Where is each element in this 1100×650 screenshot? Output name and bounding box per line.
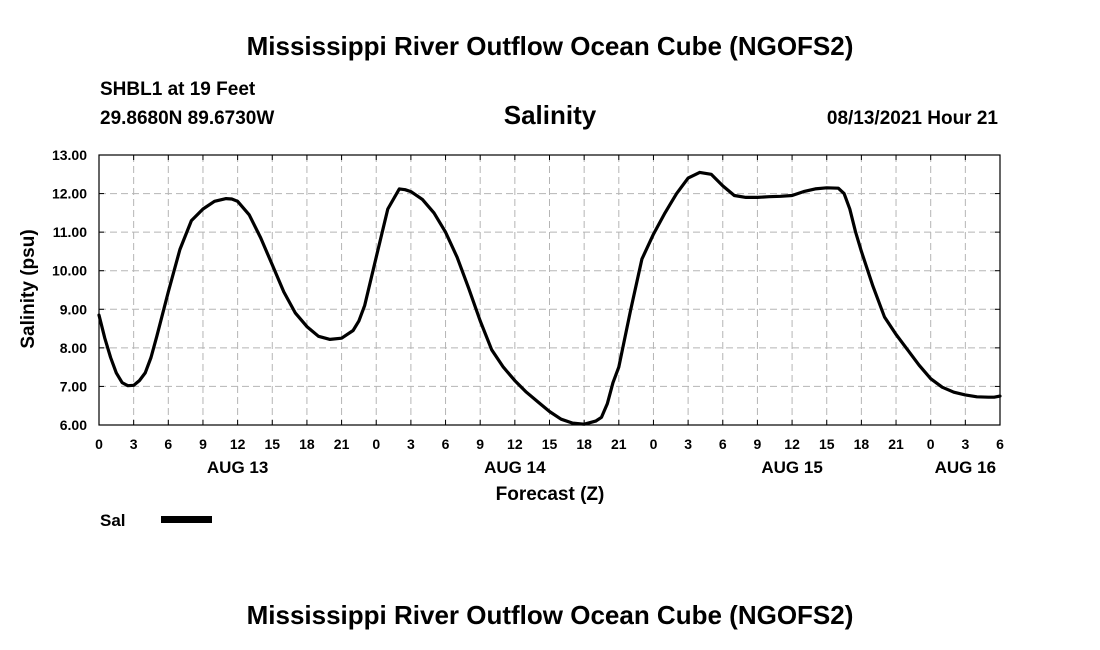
x-tick-label: 0: [927, 436, 935, 452]
x-tick-label: 6: [996, 436, 1004, 452]
x-tick-label: 9: [476, 436, 484, 452]
y-tick-label: 11.00: [53, 224, 87, 240]
x-tick-label: 9: [754, 436, 762, 452]
day-label: AUG 14: [484, 458, 546, 477]
x-tick-label: 21: [888, 436, 904, 452]
chart-title-top: Mississippi River Outflow Ocean Cube (NG…: [247, 31, 854, 61]
x-tick-label: 18: [576, 436, 592, 452]
x-tick-label: 6: [442, 436, 450, 452]
x-tick-label: 15: [819, 436, 835, 452]
y-tick-label: 8.00: [60, 340, 87, 356]
x-tick-label: 18: [854, 436, 870, 452]
y-tick-label: 9.00: [60, 301, 87, 317]
station-label: SHBL1 at 19 Feet: [100, 79, 256, 100]
x-tick-label: 12: [507, 436, 523, 452]
x-tick-label: 21: [334, 436, 350, 452]
x-tick-label: 6: [719, 436, 727, 452]
y-tick-label: 12.00: [52, 186, 87, 202]
legend-swatch-sal: [161, 516, 212, 523]
x-axis-label: Forecast (Z): [496, 484, 605, 505]
y-tick-label: 6.00: [60, 417, 87, 433]
x-tick-label: 3: [961, 436, 969, 452]
x-tick-label: 15: [264, 436, 280, 452]
day-label: AUG 15: [761, 458, 822, 477]
chart-title-bottom: Mississippi River Outflow Ocean Cube (NG…: [247, 600, 854, 630]
x-tick-label: 12: [784, 436, 800, 452]
day-label: AUG 16: [935, 458, 996, 477]
x-tick-label: 21: [611, 436, 627, 452]
x-tick-label: 15: [542, 436, 558, 452]
x-tick-label: 0: [95, 436, 103, 452]
station-coordinates: 29.8680N 89.6730W: [100, 108, 274, 129]
y-tick-label: 13.00: [52, 147, 87, 163]
series-line-sal: [97, 170, 1002, 426]
y-axis-label: Salinity (psu): [18, 229, 39, 348]
plot-area: 0 3 6 9 12 15 18 21 0 3 6 9 12 15 18 21 0 3 6 9 12 15 18 21 0 3 6 6…: [52, 147, 1004, 477]
x-tick-label: 0: [650, 436, 658, 452]
forecast-timestamp: 08/13/2021 Hour 21: [827, 108, 999, 129]
legend-label-sal: Sal: [100, 511, 126, 530]
x-tick-label: 3: [130, 436, 138, 452]
x-tick-label: 12: [230, 436, 246, 452]
x-tick-label: 6: [164, 436, 172, 452]
day-label: AUG 13: [207, 458, 268, 477]
x-tick-label: 3: [407, 436, 415, 452]
variable-title: Salinity: [504, 100, 597, 130]
x-tick-label: 0: [372, 436, 380, 452]
x-tick-label: 18: [299, 436, 315, 452]
x-tick-label: 3: [684, 436, 692, 452]
x-tick-label: 9: [199, 436, 207, 452]
y-tick-label: 10.00: [52, 263, 87, 279]
y-tick-label: 7.00: [60, 378, 87, 394]
